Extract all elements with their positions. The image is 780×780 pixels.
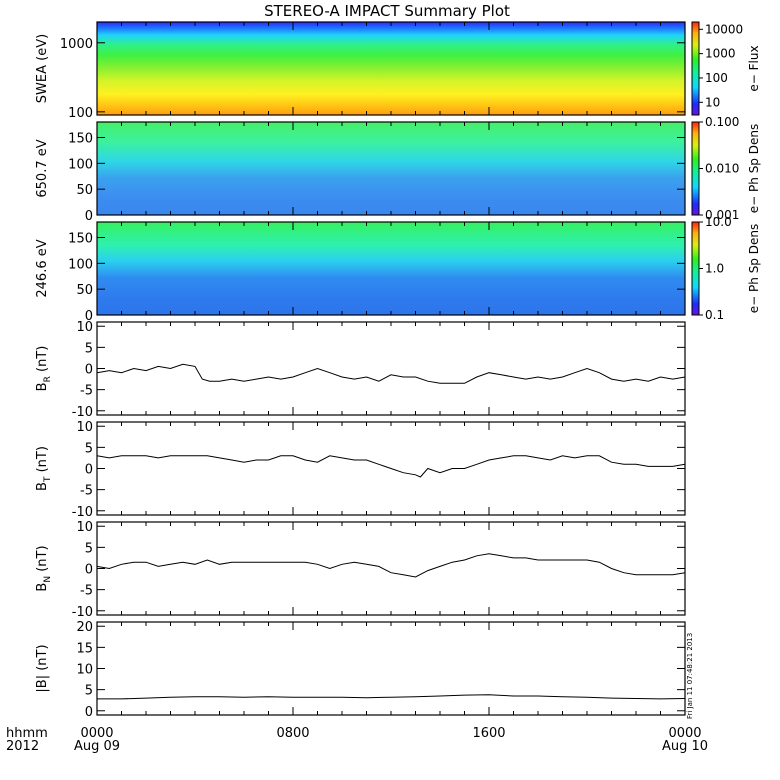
y-tick-label: 5: [85, 441, 93, 456]
y-tick-label: 0: [85, 363, 93, 378]
y-tick-label: 1000: [60, 37, 93, 52]
colorbar-1: [691, 21, 700, 116]
y-axis-label: BT (nT): [35, 446, 53, 491]
panel-2: 0.001 0.010 0.100 e− Ph Sp Dens 0 50 100 150 650…: [35, 115, 761, 224]
panel-1: 10 100 1000 10000 e− Flux 100 1000 SWEA (eV): [35, 21, 761, 121]
y-tick-label: 100: [68, 106, 93, 121]
y-tick-label: 15: [76, 641, 93, 656]
colorbar-tick-label: 10.0: [705, 215, 732, 229]
colorbar-tick-label: 10: [705, 95, 720, 109]
y-axis-label: 650.7 eV: [35, 139, 50, 197]
colorbar-tick-label: 100: [705, 71, 728, 85]
colorbar-3: [691, 221, 700, 316]
y-tick-label: 150: [68, 132, 93, 147]
y-tick-label: 0: [85, 309, 93, 324]
x-tick-date: Aug 09: [74, 739, 120, 754]
panel-frame: [96, 21, 686, 116]
y-tick-label: 10: [76, 320, 93, 335]
panel-frame: [96, 221, 686, 316]
spectrogram-1: [97, 22, 685, 115]
y-tick-label: -5: [80, 384, 93, 399]
panel-frame: [96, 421, 686, 516]
colorbar-label: e− Ph Sp Dens: [747, 224, 761, 313]
x-tick-label: 0000: [668, 726, 701, 741]
y-tick-label: 10: [76, 520, 93, 535]
colorbar-tick-label: 10000: [705, 22, 743, 36]
y-tick-label: 50: [76, 283, 93, 298]
y-axis-label: 246.6 eV: [35, 239, 50, 297]
y-axis-label: BN (nT): [35, 545, 53, 591]
y-tick-label: 50: [76, 183, 93, 198]
colorbar-tick-label: 0.001: [705, 208, 739, 222]
colorbar-label: e− Flux: [747, 45, 761, 91]
panel-frame: [96, 121, 686, 216]
y-tick-label: 0: [85, 209, 93, 224]
x-tick-label: 1600: [472, 726, 505, 741]
y-tick-label: 10: [76, 663, 93, 678]
panel-frame: [96, 521, 686, 616]
x-corner-top: hhmm: [6, 726, 48, 741]
y-tick-label: -10: [72, 505, 93, 520]
y-axis-label: SWEA (eV): [35, 34, 50, 103]
panel-6: -10 -5 0 5 10 BN (nT): [35, 520, 686, 620]
y-tick-label: 0: [85, 705, 93, 720]
chart-title: STEREO-A IMPACT Summary Plot: [264, 2, 510, 20]
series-line-4: [96, 363, 686, 384]
y-tick-label: 150: [68, 232, 93, 247]
y-axis-label: |B| (nT): [35, 644, 50, 692]
y-tick-label: 5: [85, 341, 93, 356]
y-axis-label: BR (nT): [35, 346, 53, 392]
y-tick-label: 100: [68, 157, 93, 172]
panel-4: -10 -5 0 5 10 BR (nT): [35, 320, 686, 420]
y-tick-label: 0: [85, 463, 93, 478]
panel-frame: [96, 321, 686, 416]
y-tick-label: 0: [85, 563, 93, 578]
colorbar-tick-label: 0.100: [705, 115, 739, 129]
colorbar-tick-label: 1000: [705, 47, 736, 61]
y-tick-label: 5: [85, 541, 93, 556]
panel-frame: [96, 621, 686, 716]
y-tick-label: 100: [68, 257, 93, 272]
colorbar-tick-label: 0.1: [705, 308, 724, 322]
x-tick-label: 0000: [80, 726, 113, 741]
spectrogram-3: [97, 222, 685, 315]
series-line-7: [97, 694, 686, 700]
timestamp-stamp: Fri Jan 11 07:48:21 2013: [686, 633, 694, 719]
y-tick-label: -10: [72, 405, 93, 420]
colorbar-label: e− Ph Sp Dens: [747, 124, 761, 213]
y-tick-label: 10: [76, 420, 93, 435]
y-tick-label: -5: [80, 584, 93, 599]
colorbar-tick-label: 0.010: [705, 162, 739, 176]
x-corner-bottom: 2012: [6, 739, 39, 754]
y-tick-label: -10: [72, 605, 93, 620]
x-tick-date: Aug 10: [662, 739, 708, 754]
x-tick-label: 0800: [276, 726, 309, 741]
panel-7: 0 5 10 15 20 |B| (nT): [35, 620, 686, 720]
y-tick-label: 5: [85, 684, 93, 699]
spectrogram-2: [97, 122, 685, 215]
series-line-5: [96, 455, 686, 478]
panel-5: -10 -5 0 5 10 BT (nT): [35, 420, 686, 520]
series-line-6: [96, 553, 686, 578]
y-tick-label: -5: [80, 484, 93, 499]
colorbar-tick-label: 1.0: [705, 262, 724, 276]
colorbar-2: [691, 121, 700, 216]
y-tick-label: 20: [76, 620, 93, 635]
panel-3: 0.1 1.0 10.0 e− Ph Sp Dens 0 50 100 150 246.6 eV: [35, 215, 761, 324]
